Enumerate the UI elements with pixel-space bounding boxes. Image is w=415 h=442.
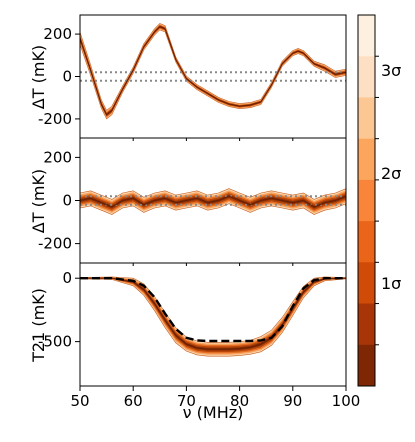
median-line — [79, 25, 347, 116]
x-tick-label: 80 — [230, 392, 249, 410]
confidence-band — [80, 24, 346, 118]
confidence-band — [80, 25, 346, 117]
colorbar-segment — [358, 56, 375, 98]
panel-1-frame — [79, 14, 347, 139]
x-tick-label: 70 — [177, 392, 196, 410]
y-tick-label: -200 — [38, 235, 72, 253]
y-tick-label: 200 — [43, 25, 72, 43]
colorbar-tick-2sigma: 2σ — [381, 164, 401, 183]
x-tick-label: 50 — [70, 392, 89, 410]
colorbar-segment — [358, 344, 375, 387]
colorbar-segment — [358, 303, 375, 346]
x-tick-label: 100 — [332, 392, 361, 410]
colorbar-segment — [358, 138, 375, 181]
y-tick-label: 0 — [62, 192, 72, 210]
median-line — [79, 195, 347, 208]
colorbar-tick-3sigma: 3σ — [381, 61, 401, 80]
colorbar-segment — [358, 15, 375, 57]
colorbar: 3σ 2σ 1σ — [357, 14, 401, 387]
colorbar-segment — [358, 221, 375, 263]
panel-3-frame — [79, 262, 347, 387]
panel-1-ylabel: ΔT (mK) — [29, 45, 48, 109]
colorbar-segment — [358, 262, 375, 305]
x-tick-label: 60 — [124, 392, 143, 410]
median-line — [80, 277, 347, 350]
panel-3-ylabel: T21 (mK) — [29, 288, 48, 363]
y-tick-label: 0 — [62, 68, 72, 86]
colorbar-segment — [358, 97, 375, 140]
y-tick-label: -500 — [38, 333, 72, 351]
y-tick-label: 200 — [43, 148, 72, 166]
confidence-band — [80, 24, 346, 119]
x-tick-label: 90 — [283, 392, 302, 410]
confidence-band — [80, 277, 346, 354]
colorbar-tick-1sigma: 1σ — [381, 274, 401, 293]
confidence-band — [79, 23, 347, 120]
y-tick-label: -200 — [38, 110, 72, 128]
t21-panel: 0 -500 50 60 70 80 90 100 T21 (mK) ν (MHz) — [29, 262, 361, 422]
colorbar-frame — [357, 14, 376, 387]
model-dashed-line — [80, 277, 346, 343]
confidence-band — [80, 26, 346, 116]
x-axis-label: ν (MHz) — [183, 403, 244, 422]
residual-panel-1: 200 0 -200 ΔT (mK) — [29, 14, 347, 141]
y-tick-label: 0 — [62, 269, 72, 287]
residual-panel-2: 200 0 -200 ΔT (mK) — [29, 137, 347, 266]
colorbar-segment — [358, 179, 375, 222]
panel-2-ylabel: ΔT (mK) — [29, 169, 48, 233]
